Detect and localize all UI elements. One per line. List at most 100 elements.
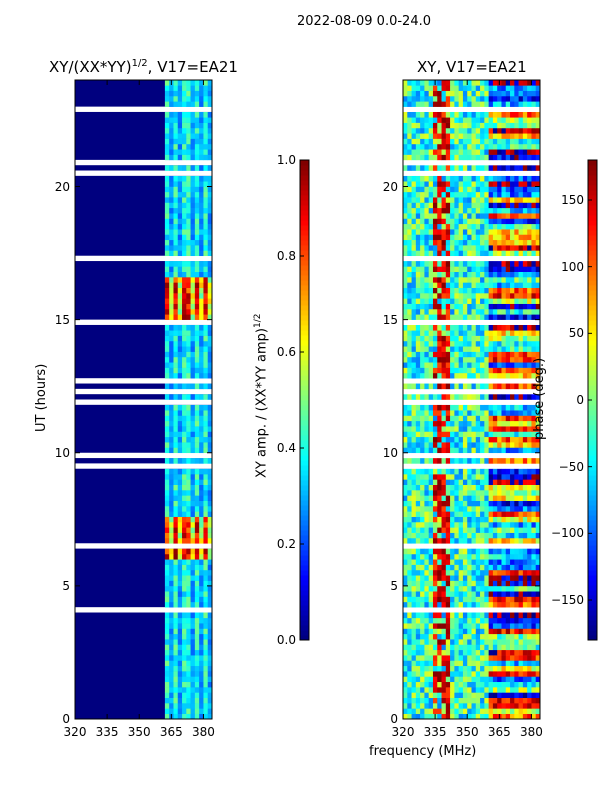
phase-cell — [420, 655, 425, 661]
phase-cell — [403, 676, 408, 683]
phase-cell — [497, 298, 502, 304]
phase-cell — [467, 111, 472, 118]
phase-cell — [424, 90, 429, 97]
heat-cell — [169, 553, 174, 560]
phase-cell — [527, 506, 532, 512]
phase-cell — [480, 506, 485, 512]
phase-cell — [437, 495, 442, 501]
phase-cell — [450, 628, 455, 635]
phase-cell — [441, 564, 447, 571]
phase-cell — [428, 340, 434, 347]
phase-cell — [510, 239, 515, 246]
phase-cell — [411, 516, 417, 523]
phase-cell — [535, 468, 541, 475]
phase-cell — [510, 500, 515, 507]
phase-cell — [484, 506, 489, 512]
phase-cell — [411, 628, 417, 635]
phase-cell — [420, 367, 425, 374]
phase-cell — [480, 95, 485, 102]
heat-cell — [173, 532, 179, 539]
phase-cell — [415, 261, 421, 267]
phase-cell — [420, 532, 425, 539]
heat-cell — [177, 111, 183, 118]
phase-cell — [501, 271, 507, 278]
phase-cell — [501, 85, 507, 91]
phase-cell — [411, 559, 417, 565]
phase-cell — [522, 708, 528, 714]
phase-cell — [467, 665, 472, 672]
phase-cell — [458, 186, 464, 193]
heat-cell — [190, 117, 196, 123]
phase-cell — [475, 367, 481, 374]
phase-cell — [420, 143, 425, 150]
heat-cell — [186, 703, 191, 709]
phase-cell — [475, 234, 481, 241]
phase-cell — [458, 197, 464, 203]
phase-cell — [527, 175, 532, 182]
phase-cell — [488, 436, 494, 443]
heat-cell — [186, 660, 191, 667]
heat-cell — [169, 101, 174, 107]
phase-cell — [505, 229, 511, 235]
phase-cell — [531, 575, 537, 581]
heat-cell — [164, 404, 170, 411]
phase-cell — [420, 282, 425, 288]
heat-cell — [173, 703, 179, 709]
phase-cell — [420, 138, 425, 145]
heat-cell — [199, 175, 204, 182]
phase-cell — [462, 447, 468, 454]
phase-cell — [488, 553, 494, 560]
phase-cell — [475, 213, 481, 219]
phase-cell — [514, 277, 519, 283]
phase-cell — [475, 591, 481, 597]
phase-cell — [432, 181, 438, 187]
phase-cell — [411, 133, 417, 139]
phase-cell — [454, 484, 459, 491]
phase-cell — [441, 356, 447, 363]
phase-cell — [454, 165, 459, 171]
phase-cell — [535, 80, 541, 86]
phase-cell — [531, 474, 537, 480]
phase-cell — [428, 85, 434, 91]
phase-cell — [428, 553, 434, 560]
phase-cell — [437, 111, 442, 118]
heat-cell — [199, 495, 204, 501]
phase-cell — [480, 527, 485, 533]
heat-cell — [173, 229, 179, 235]
phase-cell — [432, 506, 438, 512]
phase-cell — [510, 447, 515, 454]
phase-cell — [501, 628, 507, 635]
phase-cell — [420, 122, 425, 129]
phase-cell — [454, 351, 459, 358]
phase-cell — [432, 442, 438, 448]
phase-cell — [510, 282, 515, 288]
heat-cell — [177, 575, 183, 581]
phase-cell — [492, 330, 498, 336]
heat-cell — [190, 468, 196, 475]
phase-cell — [501, 484, 507, 491]
phase-cell — [492, 122, 498, 129]
phase-cell — [492, 617, 498, 624]
phase-cell — [450, 687, 455, 693]
phase-cell — [411, 575, 417, 581]
colorbar-segment — [300, 600, 309, 606]
heat-cell — [190, 612, 196, 619]
heat-cell — [190, 687, 196, 693]
heat-cell — [186, 548, 191, 555]
phase-cell — [531, 122, 537, 129]
heat-cell — [182, 697, 187, 704]
phase-cell — [501, 506, 507, 512]
phase-cell — [475, 713, 481, 720]
heat-cell — [169, 569, 174, 576]
phase-cell — [527, 692, 532, 698]
phase-cell — [458, 229, 464, 235]
heat-cell — [203, 649, 209, 656]
heat-cell — [186, 213, 191, 219]
phase-cell — [518, 287, 524, 294]
phase-cell — [458, 250, 464, 257]
heat-cell — [173, 202, 179, 209]
phase-cell — [527, 527, 532, 533]
phase-cell — [428, 649, 434, 656]
phase-cell — [462, 639, 468, 645]
phase-cell — [428, 708, 434, 714]
